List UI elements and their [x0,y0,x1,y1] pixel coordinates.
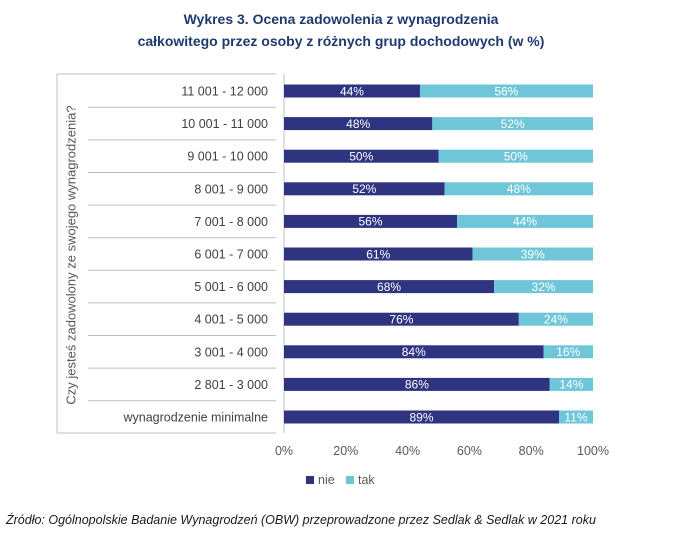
chart-title-line1: Wykres 3. Ocena zadowolenia z wynagrodze… [183,11,499,27]
bar-tak [438,149,593,163]
category-label: 2 801 - 3 000 [194,378,268,392]
legend-swatch-nie [306,476,314,484]
data-label-tak: 39% [521,247,545,261]
category-label: 4 001 - 5 000 [194,313,268,327]
bar-tak [419,84,593,98]
category-label: 5 001 - 6 000 [194,280,268,294]
data-label-tak: 16% [556,345,580,359]
bar-tak [543,345,593,359]
data-label-nie: 56% [359,215,383,229]
bar-nie [284,280,495,294]
bar-nie [284,149,439,163]
category-label: 9 001 - 10 000 [187,150,268,164]
chart-title-line2: całkowitego przez osoby z różnych grup d… [137,33,545,49]
data-label-tak: 56% [494,84,518,98]
data-label-nie: 44% [340,84,364,98]
bar-tak [432,117,593,131]
data-label-nie: 68% [377,280,401,294]
data-label-tak: 44% [513,215,537,229]
bar-nie [284,117,433,131]
data-label-nie: 52% [352,182,376,196]
x-tick-label: 80% [519,444,544,458]
bar-nie [284,182,445,196]
bar-nie [284,247,473,261]
category-label: 10 001 - 11 000 [181,117,268,131]
x-tick-label: 60% [457,444,482,458]
x-tick-label: 20% [333,444,358,458]
category-label: 11 001 - 12 000 [181,85,268,99]
bar-nie [284,377,550,391]
bar-tak [549,377,593,391]
data-label-nie: 61% [366,247,390,261]
data-label-nie: 89% [409,410,433,424]
bar-tak [494,280,593,294]
bar-tak [457,214,593,228]
bar-tak [472,247,593,261]
data-label-tak: 52% [501,117,525,131]
category-label: 3 001 - 4 000 [194,345,268,359]
data-label-nie: 48% [346,117,370,131]
category-label: 6 001 - 7 000 [194,248,268,262]
data-label-tak: 24% [544,313,568,327]
data-label-tak: 32% [532,280,556,294]
legend-label-tak: tak [358,473,375,487]
data-label-nie: 84% [402,345,426,359]
bar-nie [284,312,519,326]
data-label-nie: 76% [389,313,413,327]
data-label-tak: 11% [564,410,587,424]
bar-nie [284,84,420,98]
bar-nie [284,410,560,424]
category-label: wynagrodzenie minimalne [122,411,268,425]
data-label-tak: 48% [507,182,531,196]
x-tick-label: 0% [275,444,293,458]
data-label-nie: 86% [405,378,429,392]
data-label-nie: 50% [349,150,373,164]
x-tick-label: 40% [395,444,420,458]
chart-title: Wykres 3. Ocena zadowolenia z wynagrodze… [0,8,682,52]
source-note: Źródło: Ogólnopolskie Badanie Wynagrodze… [6,513,596,527]
x-tick-label: 100% [577,444,609,458]
bar-tak [559,410,593,424]
bar-tak [444,182,593,196]
bar-nie [284,214,458,228]
category-label: 7 001 - 8 000 [194,215,268,229]
data-label-tak: 50% [504,150,528,164]
bar-tak [518,312,593,326]
legend-label-nie: nie [318,473,335,487]
data-label-tak: 14% [559,378,583,392]
legend-swatch-tak [346,476,354,484]
category-label: 8 001 - 9 000 [194,182,268,196]
bar-nie [284,345,544,359]
